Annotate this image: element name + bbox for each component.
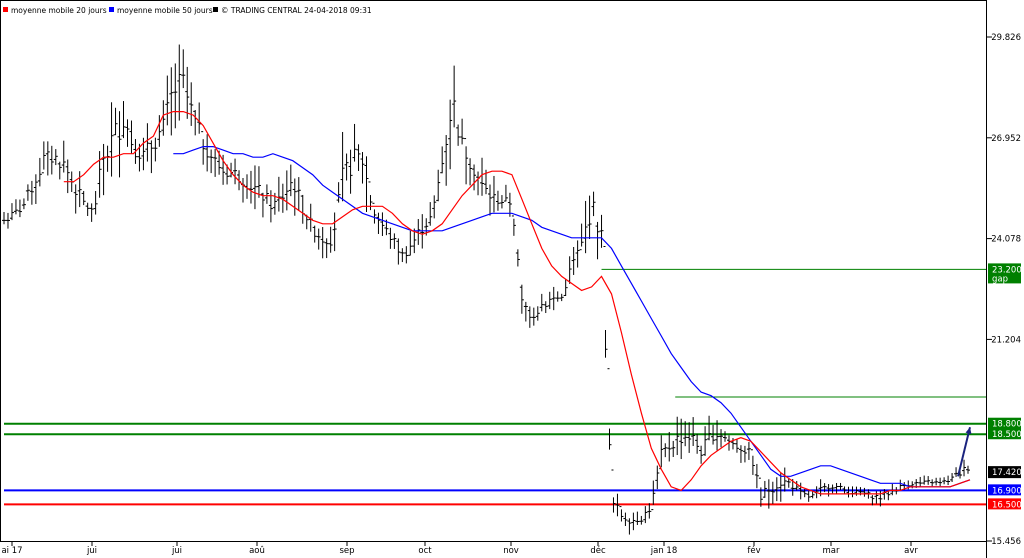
forecast-arrow-shaft [957, 426, 971, 477]
x-tick-label: jui [171, 546, 182, 556]
legend-ma50-label: moyenne mobile 50 jours [117, 6, 213, 15]
legend-ma20-swatch [3, 7, 8, 12]
y-tick-label: 21.204 [991, 335, 1021, 345]
y-tick-label: 24.078 [991, 235, 1021, 245]
x-tick-label: avr [904, 546, 918, 556]
x-tick-label: nov [503, 546, 519, 556]
level-label: 18.800 [992, 420, 1022, 430]
last-price-box [988, 466, 1021, 479]
x-tick-label: fév [747, 545, 760, 556]
legend-source-swatch [213, 7, 218, 12]
legend-ma20-label: moyenne mobile 20 jours [11, 6, 107, 15]
ma20-line [63, 111, 971, 495]
level-label-box [988, 498, 1021, 510]
y-tick-label: 29.826 [991, 33, 1021, 43]
y-tick-label: 26.952 [991, 134, 1021, 144]
x-tick-label: aoû [249, 546, 265, 556]
x-axis-ticks: ai 17 jui jui aoû sep oct nov déc jan 18 fév mar av… [1, 541, 918, 556]
ohlc-bars [2, 44, 971, 535]
y-tick-label: 15.456 [991, 537, 1021, 547]
x-tick-label: oct [418, 546, 432, 556]
level-label: 23.200 [992, 265, 1022, 275]
x-tick-label: jui [86, 546, 97, 556]
forecast-arrow [957, 426, 972, 477]
plot-area [0, 0, 987, 542]
legend-ma50-swatch [109, 7, 114, 12]
level-label: 16.500 [992, 500, 1022, 510]
last-price-label: 17.420 [992, 468, 1022, 478]
x-tick-label: sep [339, 546, 354, 556]
level-label: 18.500 [992, 430, 1022, 440]
forecast-arrow-head [965, 427, 972, 435]
moving-averages [63, 111, 971, 495]
legend: moyenne mobile 20 jours moyenne mobile 5… [3, 6, 372, 15]
level-label-box [988, 417, 1021, 429]
level-label-box [988, 484, 1021, 496]
level-label-box [988, 428, 1021, 440]
x-tick-label: déc [590, 545, 606, 556]
level-label-box [988, 263, 1021, 284]
level-sublabel: gap [992, 274, 1008, 284]
y-axis-ticks: 29.826 26.952 24.078 21.204 15.456 [986, 33, 1021, 547]
ma50-line [173, 146, 971, 488]
level-label: 16.900 [992, 486, 1022, 496]
x-tick-label: ai 17 [1, 546, 22, 556]
horizontal-levels [4, 268, 986, 506]
x-tick-label: jan 18 [650, 546, 677, 556]
x-tick-label: mar [823, 546, 840, 556]
legend-source-label: © TRADING CENTRAL 24-04-2018 09:31 [221, 6, 372, 15]
